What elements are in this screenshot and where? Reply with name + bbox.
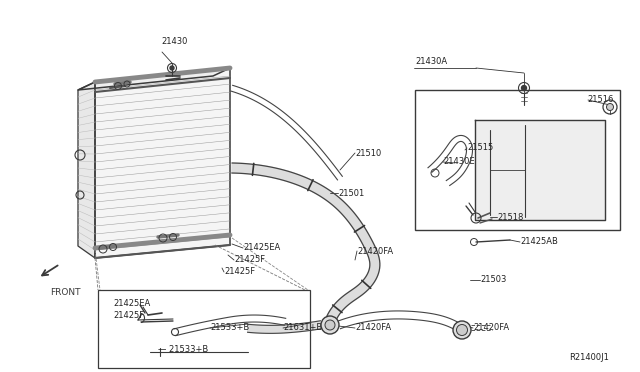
Text: 21430: 21430 [161,38,188,46]
Text: 21430E: 21430E [443,157,475,167]
Text: 21420FA: 21420FA [473,324,509,333]
Text: 21425AB: 21425AB [520,237,558,247]
Text: 21516: 21516 [587,96,613,105]
Text: 21425F: 21425F [224,267,255,276]
Polygon shape [78,68,230,90]
Circle shape [456,324,467,336]
Circle shape [522,86,527,90]
Text: 21533+B: 21533+B [210,324,249,333]
Circle shape [453,321,471,339]
Polygon shape [248,321,322,333]
Bar [415,90,620,230]
Text: FRONT: FRONT [50,288,81,297]
Text: 21430A: 21430A [415,58,447,67]
Text: 21501: 21501 [338,189,364,198]
Text: 21425EA: 21425EA [243,244,280,253]
Circle shape [607,103,614,110]
Circle shape [325,320,335,330]
Bar [98,290,310,368]
Circle shape [321,316,339,334]
Text: R21400J1: R21400J1 [569,353,609,362]
Text: 21518: 21518 [497,212,524,221]
Text: 21515: 21515 [467,144,493,153]
Text: 21425F: 21425F [113,311,144,320]
Text: — 21533+B: — 21533+B [158,346,208,355]
Text: 21503: 21503 [480,276,506,285]
Text: 21631+B: 21631+B [283,324,323,333]
Polygon shape [475,120,605,220]
Circle shape [170,66,174,70]
Text: 21420FA: 21420FA [355,324,391,333]
Text: 21425EA: 21425EA [113,298,150,308]
Polygon shape [95,68,230,258]
Text: 21510: 21510 [355,148,381,157]
Text: 21425F: 21425F [234,256,265,264]
Polygon shape [78,82,95,258]
Polygon shape [232,163,380,329]
Text: 21420FA: 21420FA [357,247,393,256]
